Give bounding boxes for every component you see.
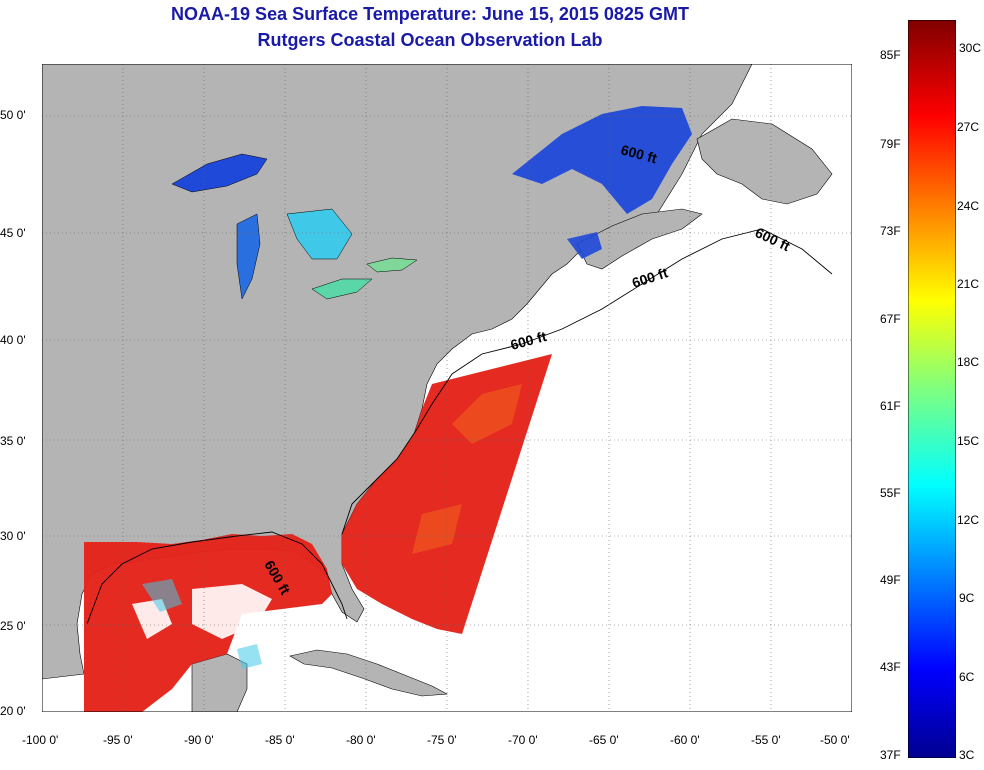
lon-tick-label: -100 0' [22,733,59,747]
lon-tick-label: -70 0' [508,733,538,747]
graticule [42,64,852,712]
lon-tick-label: -80 0' [346,733,376,747]
colorbar-c-label: 27C [957,120,980,134]
sst-swath-highlights [412,384,522,554]
land-nova-scotia [576,208,703,270]
colorbar-f-label: 85F [880,48,901,62]
lat-tick-label: 35 0' [0,434,26,448]
colorbar-f-label: 73F [880,224,901,238]
lon-tick-label: -50 0' [820,733,850,747]
lon-tick-label: -55 0' [751,733,781,747]
lat-tick-label: 25 0' [0,619,26,633]
lat-tick-label: 50 0' [0,108,26,122]
colorbar-c-label: 3C [959,748,975,762]
colorbar-f-label: 55F [880,486,901,500]
colorbar-gradient [908,20,956,758]
lat-tick-label: 45 0' [0,226,26,240]
lake-michigan [236,213,261,300]
sst-mixed-gulf [142,579,262,669]
sst-gulf-st-lawrence [512,106,692,214]
sst-bay-of-fundy [567,232,602,259]
colorbar-f-label: 61F [880,399,901,413]
colorbar-f-label: 49F [880,573,901,587]
land-newfoundland [696,118,833,205]
sst-map: 600 ft 600 ft 600 ft 600 ft 600 ft [42,64,852,712]
lat-tick-label: 20 0' [0,704,26,718]
colorbar [908,20,956,758]
colorbar-c-label: 9C [959,591,975,605]
lat-tick-label: 30 0' [0,529,26,543]
lake-huron [286,208,353,260]
colorbar-c-label: 6C [959,670,975,684]
lon-tick-label: -75 0' [427,733,457,747]
colorbar-c-label: 18C [957,355,980,369]
colorbar-f-label: 43F [880,660,901,674]
isobath-600ft [86,228,833,625]
colorbar-c-label: 12C [957,513,980,527]
lon-tick-label: -60 0' [670,733,700,747]
colorbar-c-label: 30C [959,41,982,55]
chart-title: NOAA-19 Sea Surface Temperature: June 15… [171,4,689,24]
lon-tick-label: -85 0' [265,733,295,747]
colorbar-c-label: 21C [957,277,980,291]
colorbar-f-label: 79F [880,137,901,151]
lat-tick-label: 40 0' [0,333,26,347]
lon-tick-label: -95 0' [103,733,133,747]
land-yucatan [191,653,248,712]
land-cuba [289,649,449,697]
chart-subtitle: Rutgers Coastal Ocean Observation Lab [257,30,603,50]
colorbar-f-label: 37F [880,748,901,762]
lon-tick-label: -65 0' [589,733,619,747]
lake-ontario [366,257,418,273]
lake-erie [311,278,373,300]
lake-superior [171,153,268,193]
lon-tick-label: -90 0' [184,733,214,747]
colorbar-c-label: 15C [957,434,980,448]
colorbar-f-label: 67F [880,312,901,326]
colorbar-c-label: 24C [957,199,980,213]
